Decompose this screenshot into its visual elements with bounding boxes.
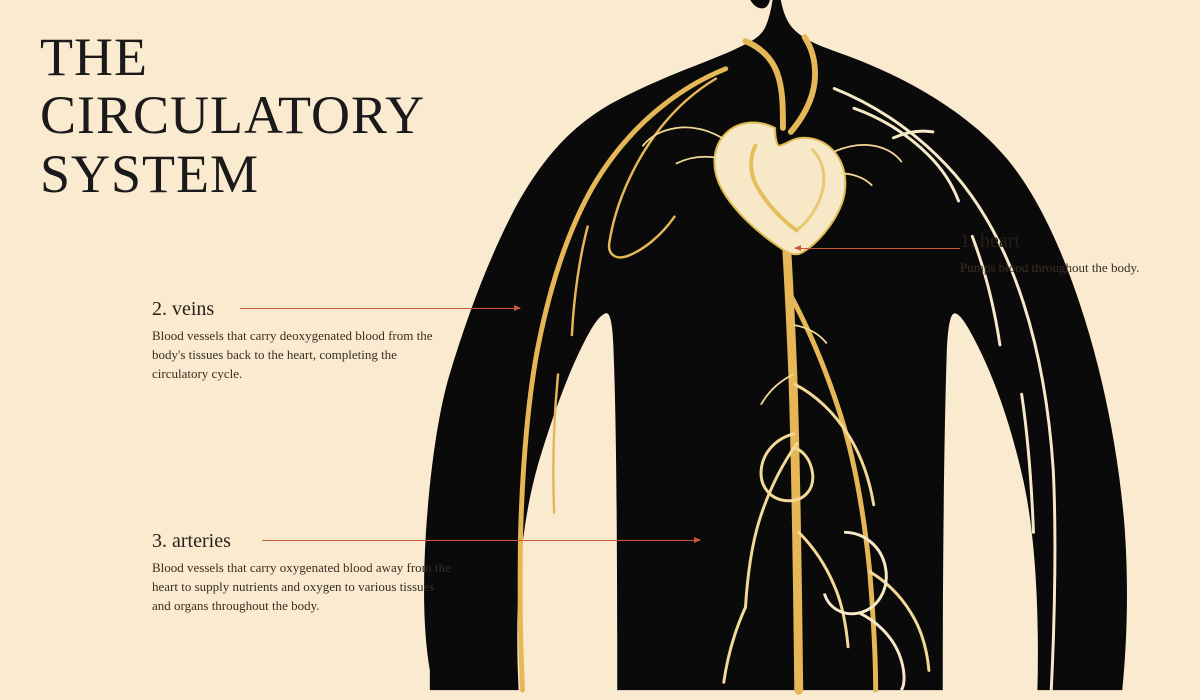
callout-veins-desc: Blood vessels that carry deoxygenated bl… [152, 327, 452, 384]
callout-heart: 1. heart Pumps blood throughout the body… [960, 230, 1139, 278]
callout-heart-desc: Pumps blood throughout the body. [960, 259, 1139, 278]
pointer-heart [795, 248, 960, 249]
callout-veins-label: 2. veins [152, 298, 452, 321]
callout-veins: 2. veins Blood vessels that carry deoxyg… [152, 298, 452, 384]
callout-arteries-desc: Blood vessels that carry oxygenated bloo… [152, 559, 452, 616]
pointer-arteries [262, 540, 700, 541]
body-diagram [420, 0, 1140, 700]
callout-arteries-label: 3. arteries [152, 530, 452, 553]
pointer-veins [240, 308, 520, 309]
page-title: THECIRCULATORYSYSTEM [40, 28, 425, 203]
callout-arteries: 3. arteries Blood vessels that carry oxy… [152, 530, 452, 616]
callout-heart-label: 1. heart [960, 230, 1139, 253]
